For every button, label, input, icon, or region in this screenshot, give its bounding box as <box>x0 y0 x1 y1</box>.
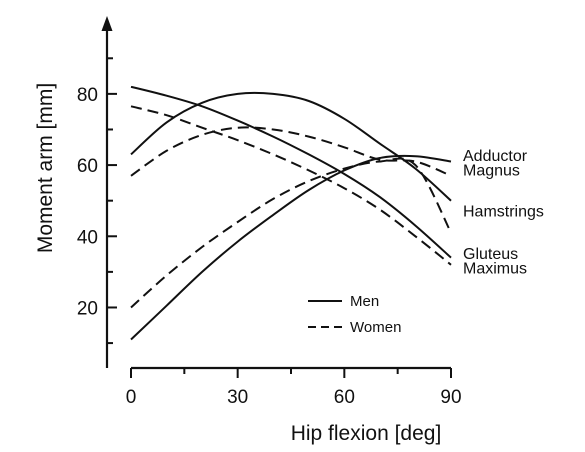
curve-label-gluteus: Gluteus <box>463 246 518 263</box>
curve-label-magnus: Magnus <box>463 162 520 179</box>
y-tick-label: 60 <box>77 156 98 177</box>
series-line-hamstrings-women <box>130 105 452 266</box>
series-line-gluteus-maximus-men <box>130 154 452 341</box>
y-axis: 20 40 60 80 <box>77 16 117 368</box>
y-axis-ticks: 20 40 60 80 <box>77 57 117 345</box>
series-line-hamstrings-men <box>130 85 452 259</box>
legend: Men Women <box>308 293 401 336</box>
y-tick-label: 40 <box>77 227 98 248</box>
y-tick-label: 20 <box>77 298 98 319</box>
x-axis-ticks: 0 30 60 90 <box>126 368 462 408</box>
legend-label-women: Women <box>350 319 401 336</box>
series-line-adductor-magnus-women <box>130 126 452 177</box>
x-tick-label: 60 <box>334 387 355 408</box>
x-tick-label: 90 <box>440 387 461 408</box>
x-axis: 0 30 60 90 <box>126 366 462 408</box>
curve-label-maximus: Maximus <box>463 260 527 277</box>
y-axis-label: Moment arm [mm] <box>34 83 57 253</box>
series-line-adductor-magnus-men <box>130 91 452 202</box>
x-axis-label: Hip flexion [deg] <box>291 422 442 445</box>
y-tick-label: 80 <box>77 85 98 106</box>
x-tick-label: 30 <box>227 387 248 408</box>
curve-label-hamstrings: Hamstrings <box>463 203 544 220</box>
legend-label-men: Men <box>350 293 379 310</box>
series-line-gluteus-maximus-women <box>130 157 452 309</box>
curve-label-adductor: Adductor <box>463 148 528 165</box>
plot-curves <box>130 85 452 341</box>
x-tick-label: 0 <box>126 387 137 408</box>
y-axis-arrow-icon <box>101 16 113 31</box>
